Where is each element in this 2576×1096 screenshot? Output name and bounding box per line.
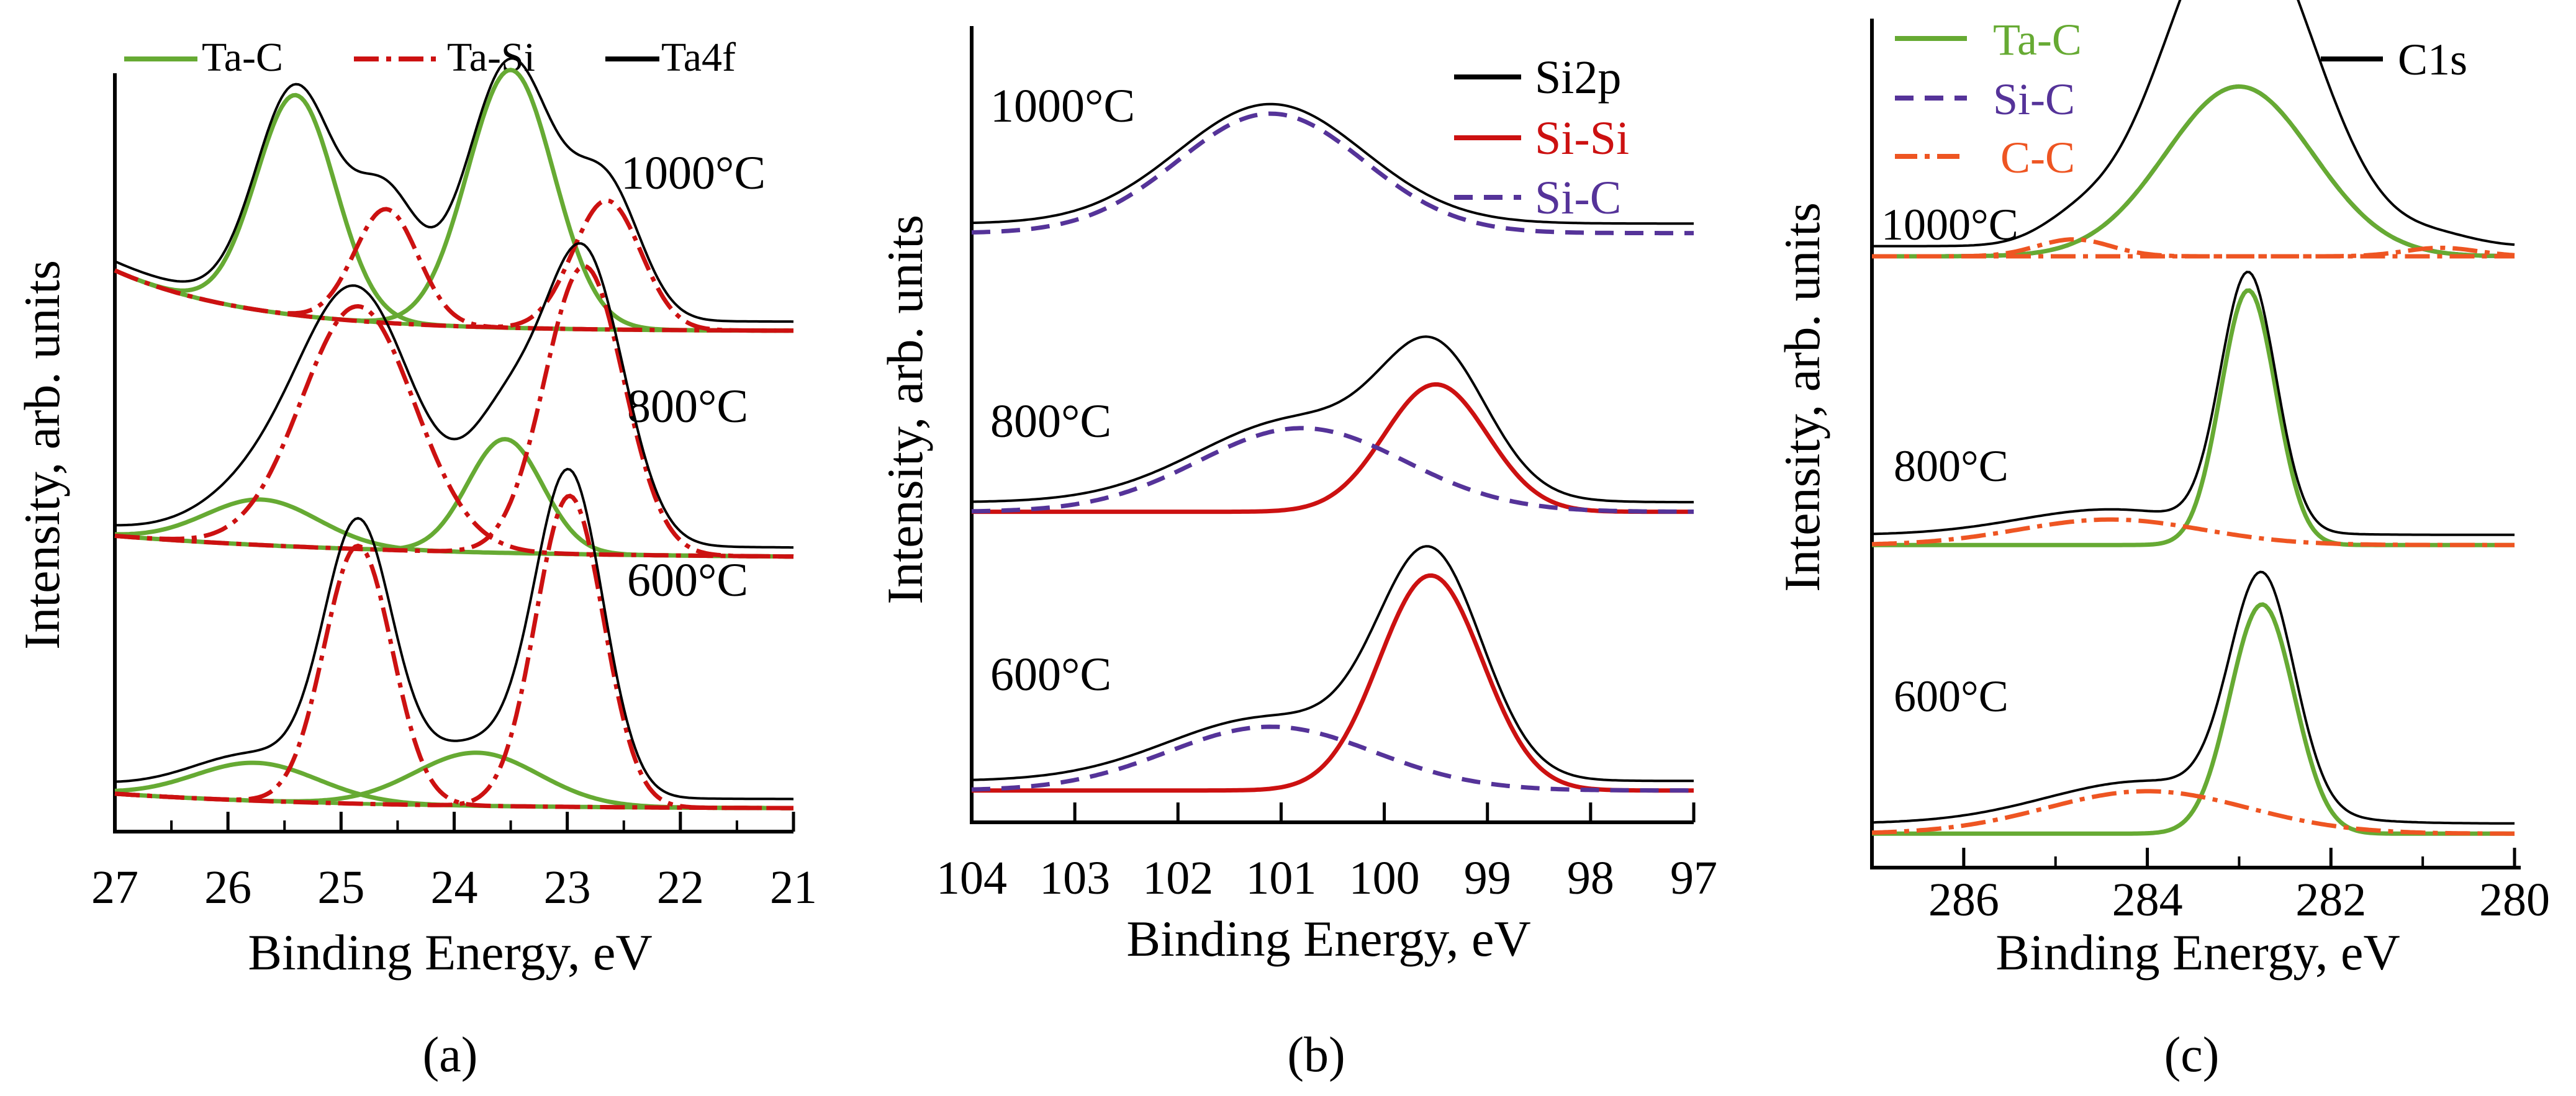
x-axis-label: Binding Energy, eV <box>1995 924 2400 981</box>
x-tick-label: 104 <box>936 852 1007 904</box>
x-tick-label: 21 <box>770 861 817 914</box>
x-tick-label: 24 <box>431 861 478 914</box>
panel-c-curves <box>1871 0 2515 836</box>
fit-peak-curve <box>114 303 794 559</box>
temperature-label: 600°C <box>1894 672 2009 721</box>
panel-b-legend: Si2p Si-Si Si-C <box>1454 52 1629 224</box>
legend-label: Si-Si <box>1535 112 1629 164</box>
panel-a-curves <box>114 57 794 811</box>
total-spectrum-curve <box>114 57 794 323</box>
x-tick-label: 103 <box>1039 852 1110 904</box>
fit-peak-curve <box>972 573 1694 793</box>
fit-peak-curve <box>971 111 1694 236</box>
fit-peak-curve <box>114 264 794 559</box>
x-tick-label: 282 <box>2295 874 2366 926</box>
temperature-label: 800°C <box>990 395 1111 447</box>
panel-b-axes <box>970 26 1694 824</box>
total-spectrum-curve <box>1871 570 2515 825</box>
x-tick-label: 102 <box>1142 852 1213 904</box>
x-tick-label: 286 <box>1928 874 1999 926</box>
panel-a-legend: Ta-C Ta-Si Ta4f <box>124 35 736 80</box>
panel-b-curves <box>971 102 1694 793</box>
panel-label: (b) <box>1287 1028 1345 1082</box>
total-spectrum-curve <box>1871 271 2515 536</box>
x-tick-label: 99 <box>1464 852 1511 904</box>
y-axis-label: Intensity, arb. units <box>877 215 933 604</box>
x-tick-label: 97 <box>1670 852 1717 904</box>
x-tick-label: 22 <box>657 861 704 914</box>
panel-a: Ta-C Ta-Si Ta4f 27 26 25 24 23 22 21 Intensity… <box>14 35 817 1082</box>
fit-peak-curve <box>1872 288 2515 547</box>
x-tick-label: 100 <box>1349 852 1420 904</box>
fit-peak-curve <box>114 493 793 811</box>
fit-peak-curve <box>1871 517 2515 547</box>
fit-peak-curve <box>114 198 793 333</box>
panel-b-ticks: 104 103 102 101 100 99 98 97 <box>936 802 1717 904</box>
x-tick-label: 284 <box>2112 874 2183 926</box>
temperature-label: 1000°C <box>621 147 766 199</box>
total-spectrum-curve <box>971 545 1694 783</box>
total-spectrum-curve <box>971 102 1694 225</box>
panel-b: 104 103 102 101 100 99 98 97 Intensity, arb. un… <box>877 26 1717 1082</box>
total-spectrum-curve <box>115 242 793 549</box>
temperature-label: 1000°C <box>1881 200 2018 249</box>
x-tick-label: 27 <box>91 861 138 914</box>
panel-c-axes <box>1870 19 2521 869</box>
total-spectrum-curve <box>114 467 794 801</box>
temperature-label: 800°C <box>1894 441 2009 491</box>
y-axis-label: Intensity, arb. units <box>14 260 70 650</box>
panel-a-ticks: 27 26 25 24 23 22 21 <box>91 812 817 914</box>
legend-label: Ta4f <box>661 35 736 80</box>
temperature-label: 600°C <box>990 649 1111 701</box>
legend-label: Ta-C <box>202 35 283 80</box>
x-tick-label: 23 <box>544 861 591 914</box>
panel-c-ticks: 286 284 282 280 <box>1871 848 2550 926</box>
legend-label: Ta-C <box>1993 15 2082 65</box>
x-tick-label: 25 <box>317 861 364 914</box>
legend-label: C1s <box>2398 35 2467 84</box>
temperature-label: 800°C <box>627 380 748 433</box>
x-tick-label: 280 <box>2479 874 2550 926</box>
x-tick-label: 101 <box>1245 852 1316 904</box>
legend-label: Si-C <box>1535 172 1621 224</box>
legend-label: C-C <box>2000 133 2075 182</box>
fit-peak-curve <box>971 724 1694 793</box>
legend-label: Si2p <box>1535 52 1621 104</box>
total-spectrum-curve <box>1872 0 2515 248</box>
legend-label: Ta-Si <box>447 35 535 80</box>
fit-peak-curve <box>971 426 1694 514</box>
fit-peak-curve <box>114 207 793 333</box>
temperature-label: 1000°C <box>990 80 1135 132</box>
legend-label: Si-C <box>1993 74 2075 124</box>
fit-peak-curve <box>1871 789 2515 836</box>
fit-peak-curve <box>1872 245 2515 259</box>
x-axis-label: Binding Energy, eV <box>1126 910 1530 967</box>
panel-label: (a) <box>423 1028 478 1082</box>
y-axis-label: Intensity, arb. units <box>1774 202 1830 592</box>
x-tick-label: 26 <box>204 861 251 914</box>
temperature-label: 600°C <box>627 554 748 606</box>
panel-label: (c) <box>2164 1028 2220 1082</box>
total-spectrum-curve <box>972 335 1694 504</box>
panel-c-legend: Ta-C Si-C C-C C1s <box>1895 15 2467 182</box>
fit-peak-curve <box>114 68 793 333</box>
x-tick-label: 98 <box>1567 852 1614 904</box>
panel-c: Ta-C Si-C C-C C1s 286 284 282 280 Intensity… <box>1774 0 2550 1082</box>
x-axis-label: Binding Energy, eV <box>248 924 652 981</box>
